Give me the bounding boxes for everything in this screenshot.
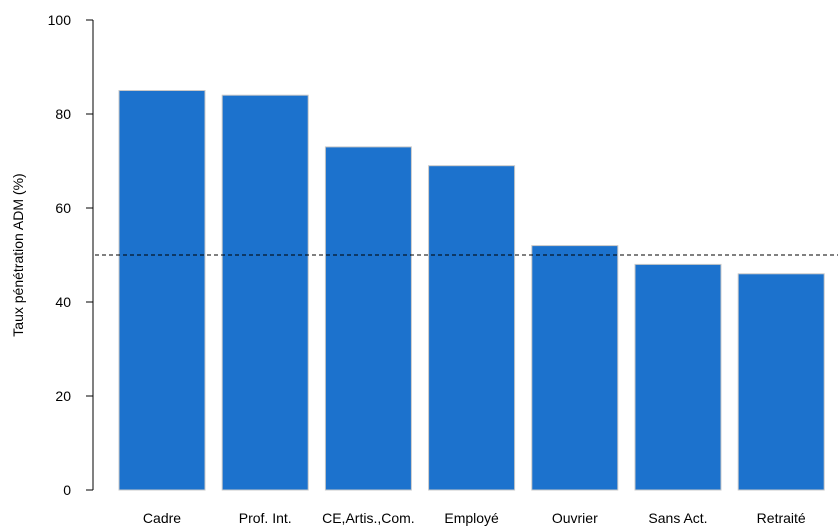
y-tick-label-40: 40: [55, 294, 71, 310]
y-axis-title: Taux pénétration ADM (%): [10, 173, 26, 336]
y-tick-label-100: 100: [48, 12, 72, 28]
bar-sans-act: [634, 263, 722, 491]
y-tick-label-60: 60: [55, 200, 71, 216]
bar-retraite: [737, 273, 825, 491]
x-tick-label-employe: Employé: [444, 510, 499, 526]
x-tick-label-sans-act: Sans Act.: [648, 510, 707, 526]
x-tick-label-ce-artis-com: CE,Artis.,Com.: [322, 510, 415, 526]
y-tick-label-0: 0: [63, 482, 71, 498]
bars-group: [118, 90, 825, 491]
bar-ouvrier: [531, 245, 619, 491]
x-tick-label-cadre: Cadre: [143, 510, 181, 526]
bar-prof-int: [221, 94, 309, 491]
y-axis: 0 20 40 60 80 100: [48, 12, 94, 498]
y-tick-label-80: 80: [55, 106, 71, 122]
bar-cadre: [118, 90, 206, 491]
bar-employe: [428, 165, 516, 491]
y-tick-label-20: 20: [55, 388, 71, 404]
x-tick-label-retraite: Retraité: [757, 510, 806, 526]
x-tick-label-ouvrier: Ouvrier: [552, 510, 598, 526]
bar-ce-artis-com: [324, 146, 412, 491]
x-tick-label-prof-int: Prof. Int.: [239, 510, 292, 526]
x-axis-labels: Cadre Prof. Int. CE,Artis.,Com. Employé Ouvr…: [143, 510, 806, 526]
